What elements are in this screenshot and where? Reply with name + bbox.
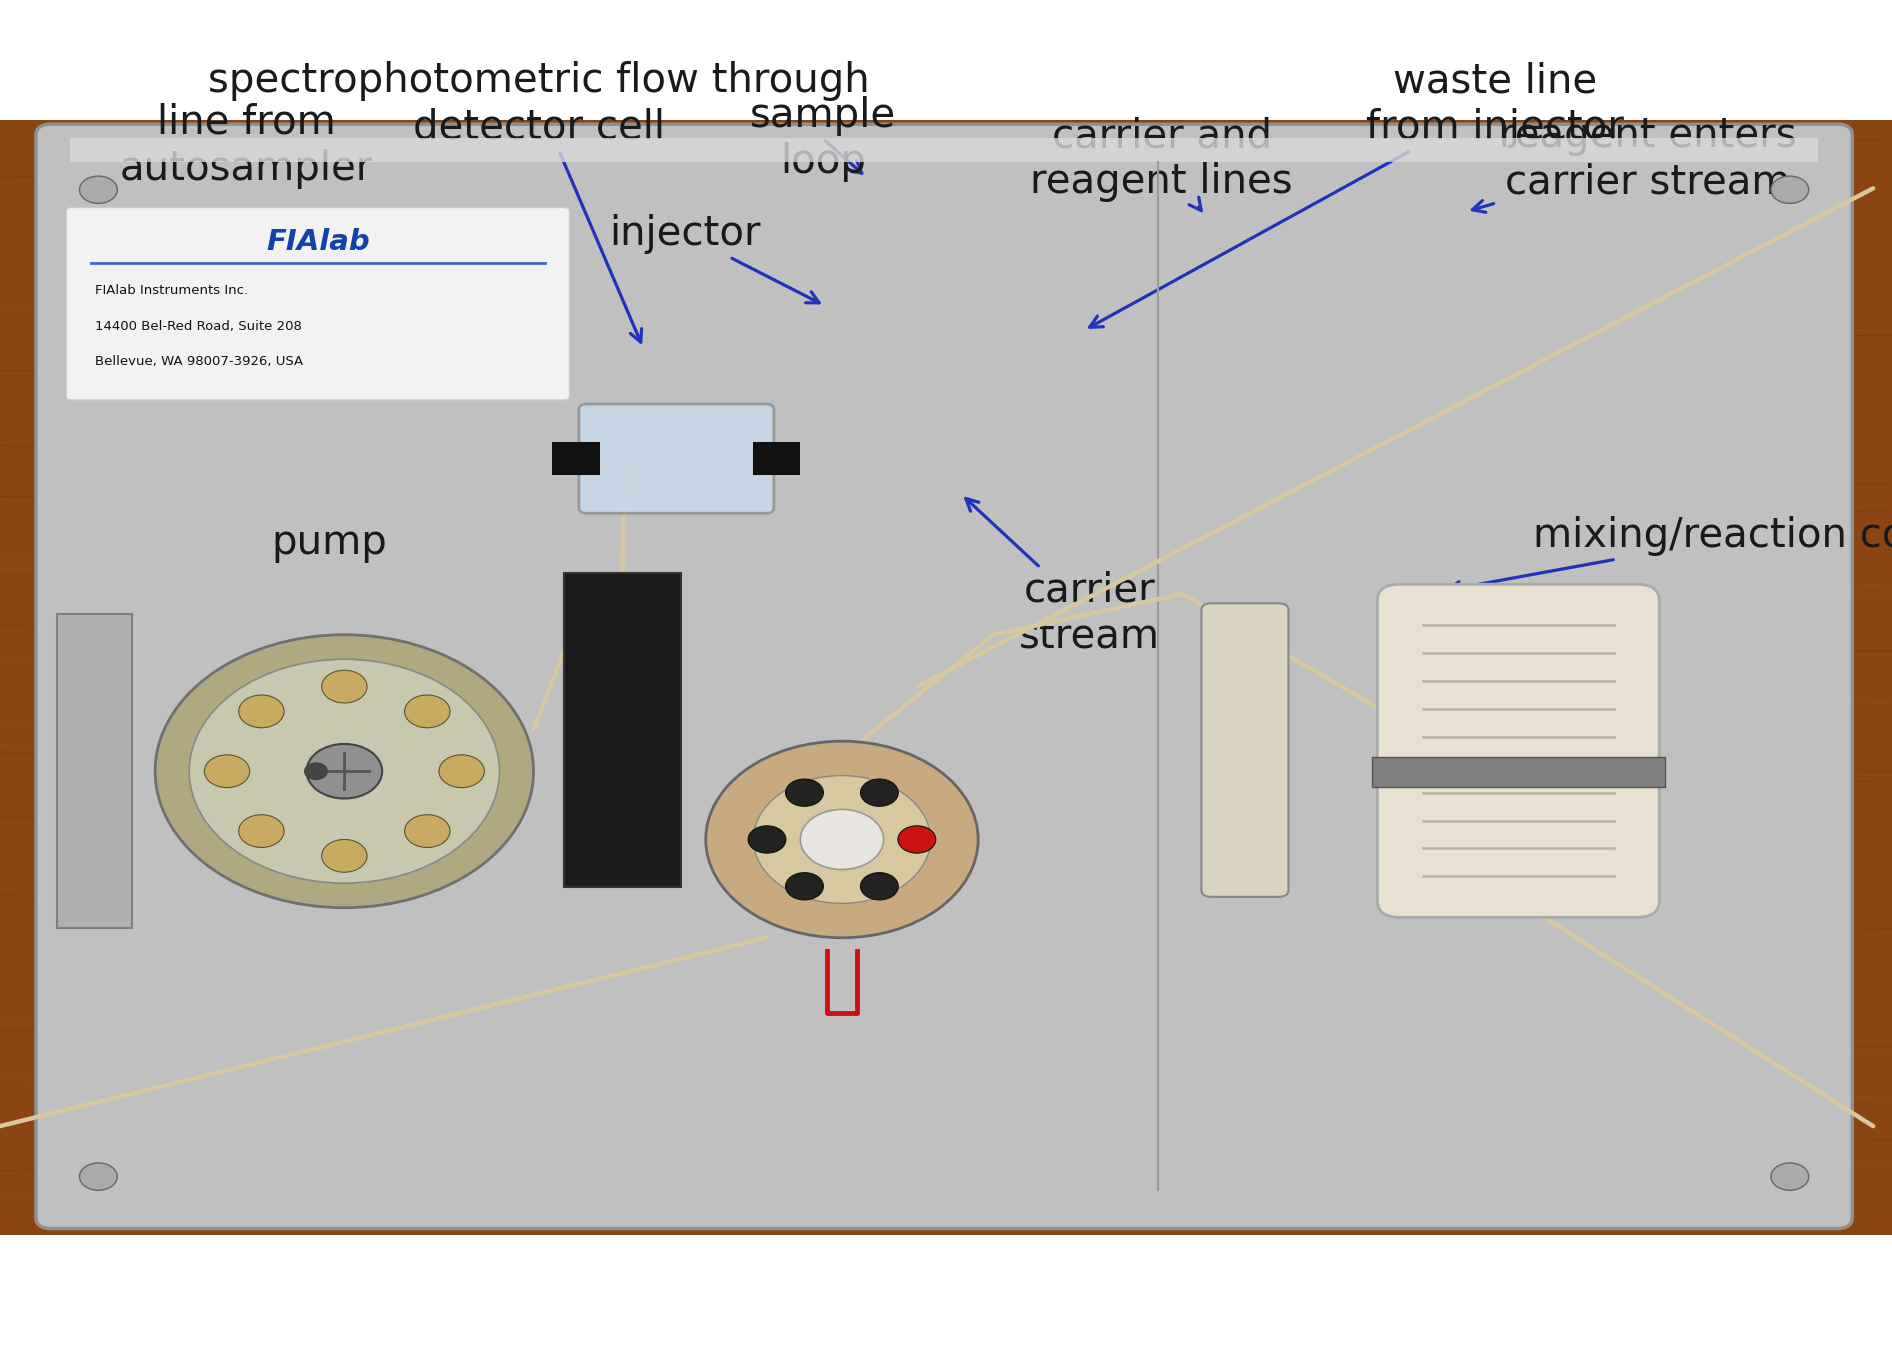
Text: waste line
from injector: waste line from injector: [1090, 61, 1623, 328]
Circle shape: [405, 815, 450, 848]
Circle shape: [706, 741, 978, 938]
Circle shape: [1771, 1163, 1809, 1190]
Text: mixing/reaction coils: mixing/reaction coils: [1447, 516, 1892, 594]
Circle shape: [785, 872, 823, 900]
Circle shape: [322, 670, 367, 703]
Circle shape: [899, 826, 937, 853]
FancyBboxPatch shape: [36, 124, 1852, 1228]
Bar: [0, 120, 1892, 1235]
Circle shape: [189, 659, 499, 883]
Text: FIAlab: FIAlab: [267, 228, 369, 255]
Circle shape: [155, 635, 534, 908]
Text: carrier and
reagent lines: carrier and reagent lines: [1031, 116, 1292, 210]
Bar: [1372, 756, 1665, 786]
Circle shape: [79, 1163, 117, 1190]
Circle shape: [238, 695, 284, 728]
FancyBboxPatch shape: [1201, 603, 1288, 897]
Text: pump: pump: [271, 523, 388, 564]
Circle shape: [861, 872, 899, 900]
Text: carrier
stream: carrier stream: [965, 498, 1160, 657]
Bar: [552, 442, 600, 475]
Bar: [70, 138, 1818, 162]
Circle shape: [785, 779, 823, 807]
Circle shape: [753, 775, 931, 904]
Text: injector: injector: [609, 214, 819, 303]
Bar: [753, 442, 800, 475]
Text: 14400 Bel-Red Road, Suite 208: 14400 Bel-Red Road, Suite 208: [95, 319, 301, 333]
Text: Bellevue, WA 98007-3926, USA: Bellevue, WA 98007-3926, USA: [95, 355, 303, 369]
Bar: [564, 573, 681, 887]
Circle shape: [307, 744, 382, 799]
FancyBboxPatch shape: [579, 404, 774, 513]
Circle shape: [439, 755, 484, 788]
Circle shape: [800, 809, 884, 870]
Circle shape: [747, 826, 785, 853]
Circle shape: [204, 755, 250, 788]
Circle shape: [79, 176, 117, 203]
Text: FIAlab Instruments Inc.: FIAlab Instruments Inc.: [95, 284, 248, 298]
Circle shape: [238, 815, 284, 848]
Circle shape: [322, 839, 367, 872]
Circle shape: [861, 779, 899, 807]
FancyBboxPatch shape: [1377, 584, 1659, 917]
Circle shape: [305, 763, 327, 779]
FancyBboxPatch shape: [66, 207, 569, 400]
Circle shape: [405, 695, 450, 728]
Text: reagent enters
carrier stream: reagent enters carrier stream: [1472, 116, 1797, 213]
Text: spectrophotometric flow through
detector cell: spectrophotometric flow through detector…: [208, 61, 870, 343]
Text: sample
loop: sample loop: [749, 96, 897, 182]
Bar: [57, 614, 132, 928]
Text: line from
autosampler: line from autosampler: [119, 102, 373, 188]
Circle shape: [1771, 176, 1809, 203]
